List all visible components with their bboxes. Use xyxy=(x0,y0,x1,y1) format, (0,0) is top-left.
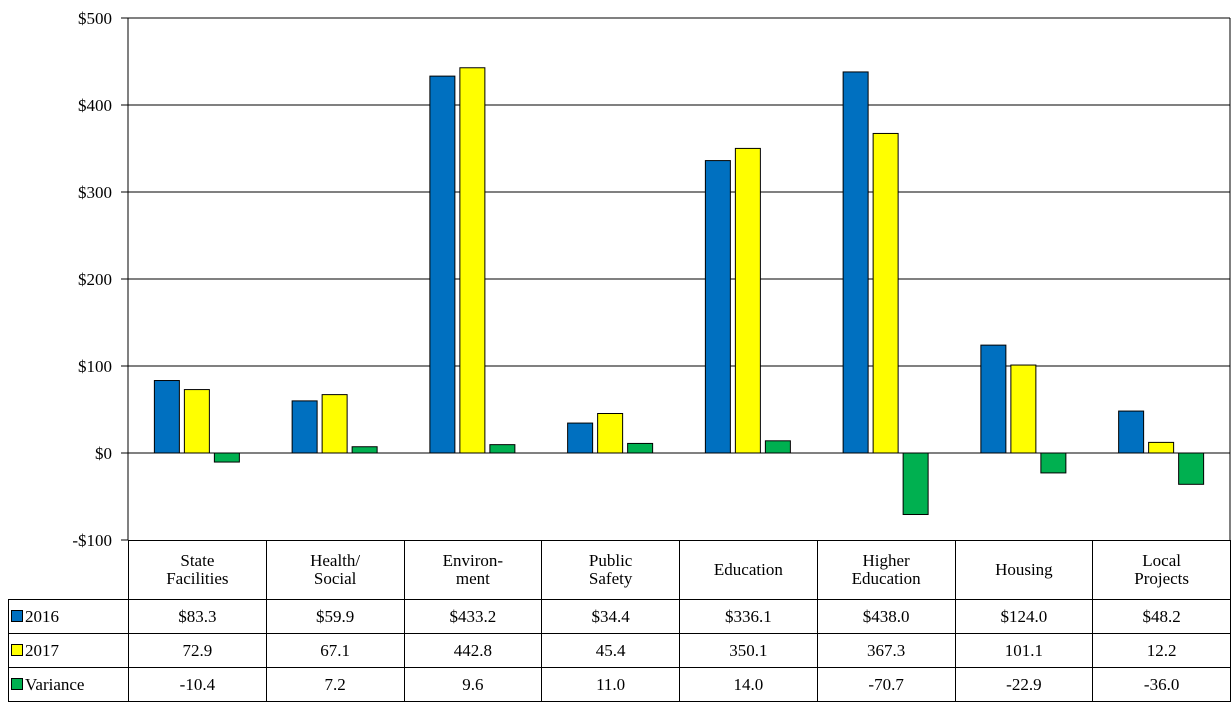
table-row: 2016 $83.3 $59.9 $433.2 $34.4 $336.1 $438.0 $12… xyxy=(8,599,1231,634)
legend-key xyxy=(11,609,23,622)
category-label: Health/Social xyxy=(265,540,405,600)
bar-variance xyxy=(1178,452,1205,485)
gridlines xyxy=(128,17,1230,454)
bar-2017 xyxy=(321,394,348,454)
series-name: Variance xyxy=(25,674,85,694)
data-label: 14.0 xyxy=(679,667,818,702)
data-label: 9.6 xyxy=(403,667,543,702)
bar-2016 xyxy=(1118,410,1145,454)
bar-2017 xyxy=(1148,441,1175,454)
data-label: $34.4 xyxy=(541,599,680,634)
data-label: 367.3 xyxy=(816,633,956,668)
category-label: Education xyxy=(679,540,818,600)
data-label: $59.9 xyxy=(265,599,405,634)
bar-2017 xyxy=(459,67,486,454)
bar-2016 xyxy=(980,344,1007,454)
category-label: State Facilities xyxy=(128,540,267,600)
data-label: 72.9 xyxy=(128,633,267,668)
y-tick-label: $400 xyxy=(78,96,112,115)
y-tick-label: $300 xyxy=(78,183,112,202)
series-name: 2017 xyxy=(25,640,59,660)
bar-2017 xyxy=(734,147,761,454)
bar-2016 xyxy=(567,422,594,454)
data-label: -70.7 xyxy=(816,667,956,702)
data-label: 442.8 xyxy=(403,633,543,668)
data-label: 45.4 xyxy=(541,633,680,668)
data-label: 101.1 xyxy=(954,633,1094,668)
bar-2016 xyxy=(429,75,456,454)
data-label: 11.0 xyxy=(541,667,680,702)
data-label: $438.0 xyxy=(816,599,956,634)
data-table: State Facilities Health/Social Environ-ment… xyxy=(8,540,1231,702)
series-legend-label: Variance xyxy=(8,667,129,702)
bar-variance xyxy=(1040,452,1067,474)
bar-variance xyxy=(627,442,654,454)
bar-2017 xyxy=(597,413,624,454)
legend-key xyxy=(11,677,23,690)
bar-variance xyxy=(764,440,791,454)
bar-2016 xyxy=(842,71,869,454)
series-legend-label: 2017 xyxy=(8,633,129,668)
table-row: Variance -10.4 7.2 9.6 11.0 14.0 -70.7 -22.9 -36… xyxy=(8,667,1231,702)
bar-2016 xyxy=(153,380,180,454)
bar-variance xyxy=(213,452,240,463)
data-label: 7.2 xyxy=(265,667,405,702)
data-label: $124.0 xyxy=(954,599,1094,634)
series-legend-label: 2016 xyxy=(8,599,129,634)
data-label: 12.2 xyxy=(1092,633,1231,668)
y-tick-label: $200 xyxy=(78,270,112,289)
bar-2017 xyxy=(183,389,210,454)
data-label: $433.2 xyxy=(403,599,543,634)
data-label: -22.9 xyxy=(954,667,1094,702)
category-label: Local Projects xyxy=(1092,540,1231,600)
bar-2017 xyxy=(1010,364,1037,454)
y-tick-label: $500 xyxy=(78,9,112,28)
category-label: Housing xyxy=(954,540,1094,600)
data-label: -10.4 xyxy=(128,667,267,702)
category-label: Environ-ment xyxy=(403,540,543,600)
data-label: $336.1 xyxy=(679,599,818,634)
series-name: 2016 xyxy=(25,606,59,626)
bar-2017 xyxy=(872,132,899,454)
data-label: $83.3 xyxy=(128,599,267,634)
data-label: 67.1 xyxy=(265,633,405,668)
data-label: $48.2 xyxy=(1092,599,1231,634)
bars xyxy=(128,67,1230,516)
category-label: Public Safety xyxy=(541,540,680,600)
bar-variance xyxy=(902,452,929,516)
bar-variance xyxy=(351,446,378,454)
table-row: 2017 72.9 67.1 442.8 45.4 350.1 367.3 101.1 12.2 xyxy=(8,633,1231,668)
y-tick-label: $100 xyxy=(78,357,112,376)
bar-2016 xyxy=(704,160,731,454)
table-corner xyxy=(8,540,129,600)
data-label: 350.1 xyxy=(679,633,818,668)
category-label: Higher Education xyxy=(816,540,956,600)
category-header-row: State Facilities Health/Social Environ-ment… xyxy=(8,540,1231,600)
bar-2016 xyxy=(291,400,318,454)
data-label: -36.0 xyxy=(1092,667,1231,702)
bar-variance xyxy=(489,444,516,454)
legend-key xyxy=(11,643,23,656)
y-tick-label: $0 xyxy=(95,444,112,463)
